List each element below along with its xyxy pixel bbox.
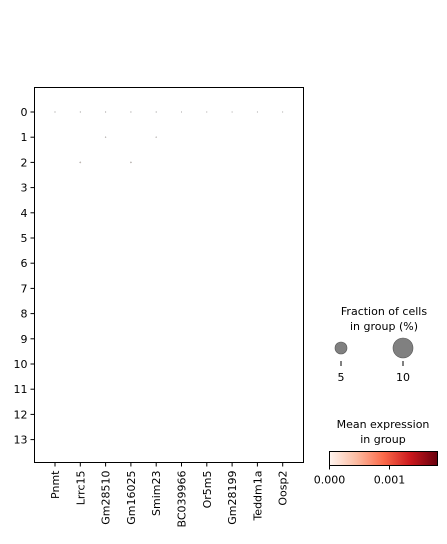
color-legend-title: Mean expression <box>337 418 430 431</box>
size-legend-dot <box>335 342 347 354</box>
dot <box>131 112 132 113</box>
column-label: BC039966 <box>176 471 189 528</box>
column-label: Oosp2 <box>277 471 290 506</box>
colorbar-tick-label: 0.001 <box>374 474 406 487</box>
column-label: Gm28199 <box>226 471 239 525</box>
column-label: Gm28510 <box>100 471 113 525</box>
dot <box>105 137 106 138</box>
row-label: 2 <box>21 156 28 169</box>
plot-area <box>35 88 304 463</box>
color-legend-title-line-2: in group <box>360 433 405 446</box>
column-label: Gm16025 <box>125 471 138 525</box>
row-label: 4 <box>21 207 28 220</box>
row-label: 6 <box>21 257 28 270</box>
dot <box>257 112 258 113</box>
column-label: Teddm1a <box>251 471 264 522</box>
dot-group <box>55 112 283 163</box>
dot <box>232 112 233 113</box>
row-label: 3 <box>21 182 28 195</box>
dot <box>130 162 131 163</box>
dot <box>80 112 81 113</box>
dot <box>55 112 56 113</box>
color-legend: Mean expression in group 0.000 0.001 <box>314 418 438 487</box>
row-label: 11 <box>14 383 28 396</box>
size-legend: Fraction of cells in group (%) 5 10 <box>335 305 427 384</box>
size-legend-title: Fraction of cells <box>341 305 427 318</box>
row-label: 9 <box>21 333 28 346</box>
row-label: 12 <box>14 408 28 421</box>
dot <box>181 112 182 113</box>
dot <box>282 112 283 113</box>
column-label: Or5m5 <box>201 471 214 509</box>
row-label: 5 <box>21 232 28 245</box>
dot <box>80 162 81 163</box>
row-label: 7 <box>21 282 28 295</box>
size-legend-label: 5 <box>338 371 345 384</box>
column-label: Smim23 <box>150 471 163 516</box>
dot <box>206 112 207 113</box>
size-legend-title-line-2: in group (%) <box>350 320 418 333</box>
colorbar <box>330 452 438 466</box>
column-label: Lrrc15 <box>74 471 87 506</box>
size-legend-label: 10 <box>396 371 410 384</box>
row-label: 10 <box>14 358 28 371</box>
dot <box>105 112 106 113</box>
row-label: 13 <box>14 434 28 447</box>
size-legend-dot <box>393 338 413 358</box>
row-label: 8 <box>21 308 28 321</box>
row-label: 1 <box>21 131 28 144</box>
colorbar-tick-label: 0.000 <box>314 474 346 487</box>
row-label: 0 <box>21 106 28 119</box>
column-label: Pnmt <box>49 470 62 499</box>
dot <box>156 112 157 113</box>
column-tick-group: Pnmt Lrrc15 Gm28510 Gm16025 Smim23 BC039966 Or… <box>49 463 290 528</box>
dot <box>156 137 157 138</box>
